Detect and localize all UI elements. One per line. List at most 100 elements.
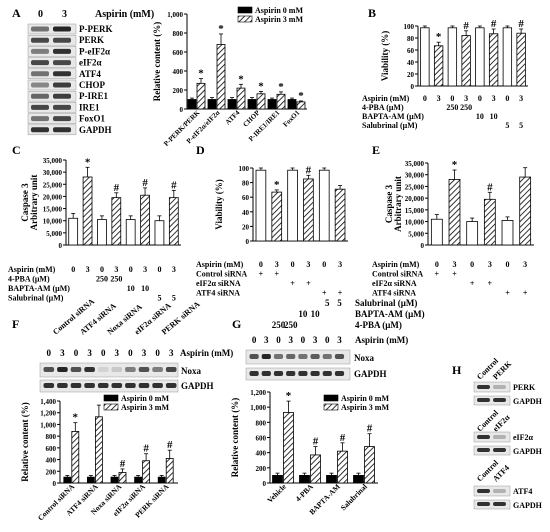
blot-aspirin-label: Aspirin (mM) xyxy=(355,335,408,345)
blot-dose-label: 0 xyxy=(276,335,281,345)
blot-strip xyxy=(27,23,77,35)
bar xyxy=(488,33,499,87)
blot-label-target: eIF2α xyxy=(513,433,534,442)
blot-strip xyxy=(27,90,77,102)
blot-label: P-PERK xyxy=(79,24,113,34)
treatment-value: + xyxy=(470,279,475,288)
bar xyxy=(68,217,79,246)
significance-mark: # xyxy=(340,432,346,444)
y-tick-label: 35,000 xyxy=(43,157,63,165)
target-band-control xyxy=(477,385,490,389)
y-tick-label: 600 xyxy=(173,49,184,57)
treatment-value: 250 xyxy=(110,275,122,284)
bar xyxy=(111,197,122,246)
treatment-value: + xyxy=(523,289,528,298)
significance-mark: * xyxy=(238,73,244,85)
y-tick-label: 0 xyxy=(180,106,184,114)
y-tick-label: 1,000 xyxy=(167,11,183,19)
legend-label: Aspirin 0 mM xyxy=(255,6,303,15)
legend-label: Aspirin 3 mM xyxy=(341,403,389,412)
y-tick-label: 30,000 xyxy=(405,172,425,180)
target-band-control xyxy=(477,435,490,439)
bar xyxy=(433,45,444,87)
bar xyxy=(168,197,179,246)
y-tick-label: 20 xyxy=(407,71,415,79)
significance-mark: # xyxy=(120,458,126,470)
bar xyxy=(125,219,136,246)
noxa-band xyxy=(84,367,95,372)
treatment-row-label: BAPTA-AM (μM) xyxy=(362,112,424,121)
blot-band-0mm xyxy=(31,93,49,99)
x-category-label: 4-PBA xyxy=(294,482,316,504)
bar-aspirin-3mm xyxy=(236,87,246,110)
blot-dose-label: 3 xyxy=(169,348,174,358)
treatment-value: 0 xyxy=(470,260,474,269)
blot-label: GAPDH xyxy=(79,125,112,135)
blot-label: P-eIF2α xyxy=(79,46,110,56)
treatment-row-label: ATF4 siRNA xyxy=(196,289,240,298)
bar-aspirin-3mm xyxy=(276,93,286,110)
y-tick-label: 400 xyxy=(256,450,267,458)
bar-aspirin-0mm xyxy=(287,99,297,110)
y-tick-label: 5,000 xyxy=(408,230,424,238)
treatment-row-label: Salubrinal (μM) xyxy=(8,294,64,303)
significance-mark: * xyxy=(452,159,458,171)
blot-treatment-value: 250 xyxy=(272,320,286,330)
bar xyxy=(255,169,267,242)
panel-g-chart: 0 200 400 600 800 1,000 1,200 Relative content … xyxy=(230,389,389,517)
y-tick-label: 20,000 xyxy=(43,193,63,201)
y-axis-label: Caspase 3 xyxy=(384,184,394,223)
significance-mark: * xyxy=(274,179,280,191)
treatment-value: 5 xyxy=(505,121,509,130)
blot-label: PERK xyxy=(79,35,104,45)
legend-swatch xyxy=(323,394,339,402)
bar xyxy=(303,178,314,242)
noxa-band xyxy=(261,354,271,359)
gapdh-band xyxy=(84,383,95,388)
gapdh-band xyxy=(111,383,123,388)
treatment-value: 0 xyxy=(322,260,326,269)
blot-dose-label: 0 xyxy=(47,348,52,358)
bar-aspirin-3mm xyxy=(165,457,174,484)
significance-mark: # xyxy=(167,439,173,451)
y-tick-label: 35,000 xyxy=(405,160,425,168)
blot-band-0mm xyxy=(31,104,49,110)
blot-dose-label: 3 xyxy=(264,335,269,345)
blot-dose-label: 3 xyxy=(313,335,318,345)
x-category-label: Salubrinal xyxy=(339,482,369,512)
legend-swatch xyxy=(103,394,119,402)
blot-band-3mm xyxy=(53,37,71,43)
blot-treatment-value: 5 xyxy=(337,298,342,308)
treatment-value: + xyxy=(259,270,264,279)
y-tick-label: 400 xyxy=(173,68,184,76)
noxa-band xyxy=(322,354,332,359)
blot-dose-label: 0 xyxy=(101,348,106,358)
blot-dose-label: 0 xyxy=(155,348,160,358)
treatment-value: 0 xyxy=(100,265,104,274)
treatment-value: 10 xyxy=(490,112,498,121)
treatment-value: 0 xyxy=(506,260,510,269)
blot-band-3mm xyxy=(53,127,71,133)
gapdh-band xyxy=(477,502,490,506)
gapdh-band xyxy=(43,383,55,388)
y-tick-label: 400 xyxy=(46,457,57,465)
bar-aspirin-3mm xyxy=(71,431,80,484)
panel-a-chart: 0 200 400 600 800 1,000 Relative content (%) * *… xyxy=(152,6,307,148)
gapdh-band xyxy=(286,371,296,376)
bar xyxy=(140,194,150,246)
y-axis-label: Viability (%) xyxy=(214,179,224,229)
blot-strip-gapdh xyxy=(473,445,511,456)
significance-mark: # xyxy=(306,164,312,176)
noxa-band xyxy=(273,354,284,359)
treatment-value: + xyxy=(274,270,279,279)
y-tick-label: 25,000 xyxy=(43,181,63,189)
bar xyxy=(271,191,283,242)
blot-strip-target xyxy=(473,431,511,443)
treatment-value: 5 xyxy=(157,294,161,303)
panel-a-dose-0: 0 xyxy=(38,9,43,20)
blot-band-3mm xyxy=(53,48,71,54)
panel-f-chart: 0 200 400 600 800 1,000 1,200 1,400 Relative con… xyxy=(20,394,178,522)
y-tick-label: 200 xyxy=(173,87,184,95)
